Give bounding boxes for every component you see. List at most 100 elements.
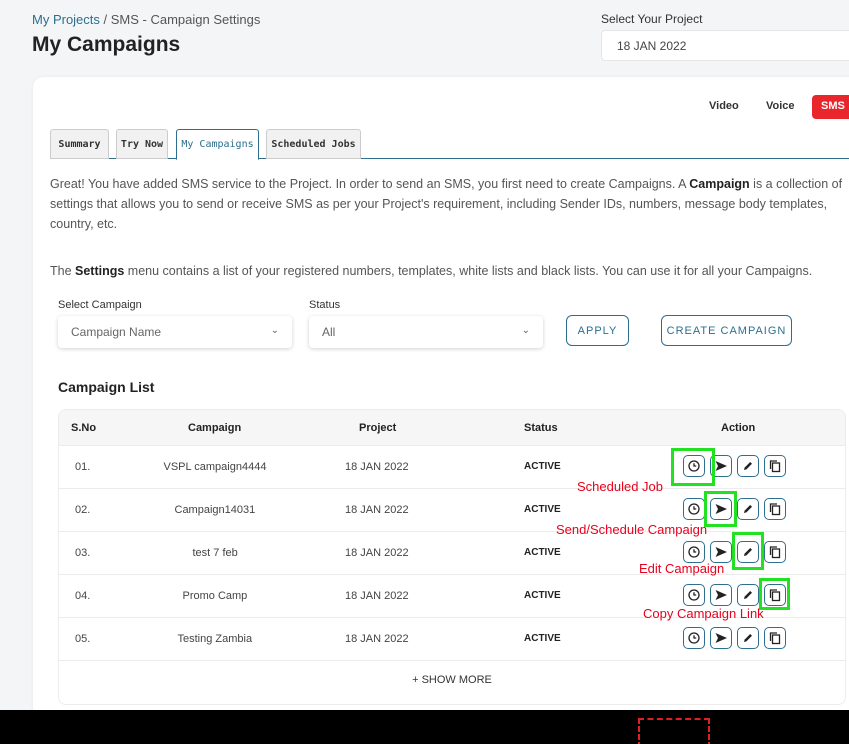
highlight-copy-link [759,578,790,610]
table-row: 01. VSPL campaign4444 18 JAN 2022 ACTIVE [59,446,845,489]
table-row: 02. Campaign14031 18 JAN 2022 ACTIVE [59,489,845,532]
cell-project: 18 JAN 2022 [345,633,409,645]
cell-status: ACTIVE [524,504,561,515]
cell-sno: 04. [75,590,91,602]
highlight-edit-campaign [732,532,764,570]
clock-icon [688,589,700,601]
send-icon [715,461,727,471]
show-more-button[interactable]: + SHOW MORE [412,674,492,686]
tab-try-now[interactable]: Try Now [116,129,168,159]
clock-icon [688,546,700,558]
schedule-job-button[interactable] [683,584,705,606]
apply-button[interactable]: APPLY [566,315,629,346]
create-campaign-button[interactable]: CREATE CAMPAIGN [661,315,792,346]
tab-summary[interactable]: Summary [50,129,109,159]
page-title: My Campaigns [32,33,181,56]
select-campaign-label: Select Campaign [58,299,142,311]
pencil-icon [744,591,752,599]
pencil-icon [744,462,752,470]
header-project: Project [359,422,397,434]
cell-status: ACTIVE [524,633,561,644]
clock-icon [688,460,700,472]
edit-campaign-button[interactable] [737,627,759,649]
copy-campaign-link-button[interactable] [764,455,786,477]
cell-campaign: Testing Zambia [177,633,253,645]
header-campaign: Campaign [188,422,242,434]
breadcrumb: My Projects / SMS - Campaign Settings [32,12,260,27]
send-campaign-button[interactable] [710,584,732,606]
copy-campaign-link-button[interactable] [764,498,786,520]
settings-info-text: The Settings menu contains a list of you… [50,264,813,278]
send-icon [715,547,727,557]
clock-icon [688,632,700,644]
chevron-down-icon: ⌄ [270,325,279,336]
schedule-job-button[interactable] [683,455,705,477]
cell-campaign: test 7 feb [192,547,238,559]
annotation-copy-link: Copy Campaign Link [643,606,764,621]
dashed-selection-box [638,718,710,744]
schedule-job-button[interactable] [683,627,705,649]
tab-scheduled-jobs[interactable]: Scheduled Jobs [266,129,361,159]
annotation-send-schedule: Send/Schedule Campaign [556,522,708,537]
table-row: 05. Testing Zambia 18 JAN 2022 ACTIVE [59,618,845,661]
status-select[interactable]: All ⌄ [309,316,543,348]
copy-campaign-link-button[interactable] [764,627,786,649]
copy-icon [769,503,781,516]
channel-tab-voice[interactable]: Voice [766,100,795,112]
table-row: 03. test 7 feb 18 JAN 2022 ACTIVE [59,532,845,575]
campaign-select[interactable]: Campaign Name ⌄ [58,316,292,348]
channel-tab-video[interactable]: Video [709,100,739,112]
campaign-list-title: Campaign List [58,379,155,395]
copy-icon [769,632,781,645]
header-status: Status [524,422,558,434]
send-campaign-button[interactable] [710,498,732,520]
cell-project: 18 JAN 2022 [345,547,409,559]
copy-campaign-link-button[interactable] [764,541,786,563]
breadcrumb-separator: / [99,12,111,27]
tabs-divider [50,158,849,159]
send-icon [715,504,727,514]
cell-status: ACTIVE [524,547,561,558]
cell-campaign: VSPL campaign4444 [163,461,267,473]
clock-icon [688,503,700,515]
send-icon [715,590,727,600]
cell-project: 18 JAN 2022 [345,504,409,516]
edit-campaign-button[interactable] [737,584,759,606]
header-sno: S.No [71,422,97,434]
table-row: 04. Promo Camp 18 JAN 2022 ACTIVE [59,575,845,618]
send-campaign-button[interactable] [710,455,732,477]
edit-campaign-button[interactable] [737,498,759,520]
copy-icon [769,460,781,473]
status-label: Status [309,299,341,311]
project-select[interactable]: 18 JAN 2022 [601,30,849,61]
cell-status: ACTIVE [524,590,561,601]
cell-project: 18 JAN 2022 [345,590,409,602]
send-campaign-button[interactable] [710,541,732,563]
cell-project: 18 JAN 2022 [345,461,409,473]
tab-my-campaigns[interactable]: My Campaigns [176,129,259,160]
highlight-send-campaign [704,491,737,527]
schedule-job-button[interactable] [683,498,705,520]
send-campaign-button[interactable] [710,627,732,649]
campaign-select-placeholder: Campaign Name [71,325,162,339]
chevron-down-icon: ⌄ [521,325,530,336]
bottom-black-bar [0,710,849,744]
breadcrumb-current: SMS - Campaign Settings [110,12,261,27]
cell-sno: 01. [75,461,91,473]
table-header: S.No Campaign Project Status Action [59,410,845,446]
breadcrumb-my-projects-link[interactable]: My Projects [32,12,100,27]
intro-text: Great! You have added SMS service to the… [50,177,843,231]
pencil-icon [744,634,752,642]
header-action: Action [721,422,756,434]
schedule-job-button[interactable] [683,541,705,563]
campaign-table: S.No Campaign Project Status Action 01. … [58,409,846,705]
channel-tab-sms[interactable]: SMS [812,95,849,119]
copy-campaign-link-button[interactable] [764,584,786,606]
pencil-icon [744,505,752,513]
edit-campaign-button[interactable] [737,541,759,563]
edit-campaign-button[interactable] [737,455,759,477]
cell-sno: 05. [75,633,91,645]
cell-campaign: Promo Camp [182,590,248,602]
copy-icon [769,546,781,559]
send-icon [715,633,727,643]
